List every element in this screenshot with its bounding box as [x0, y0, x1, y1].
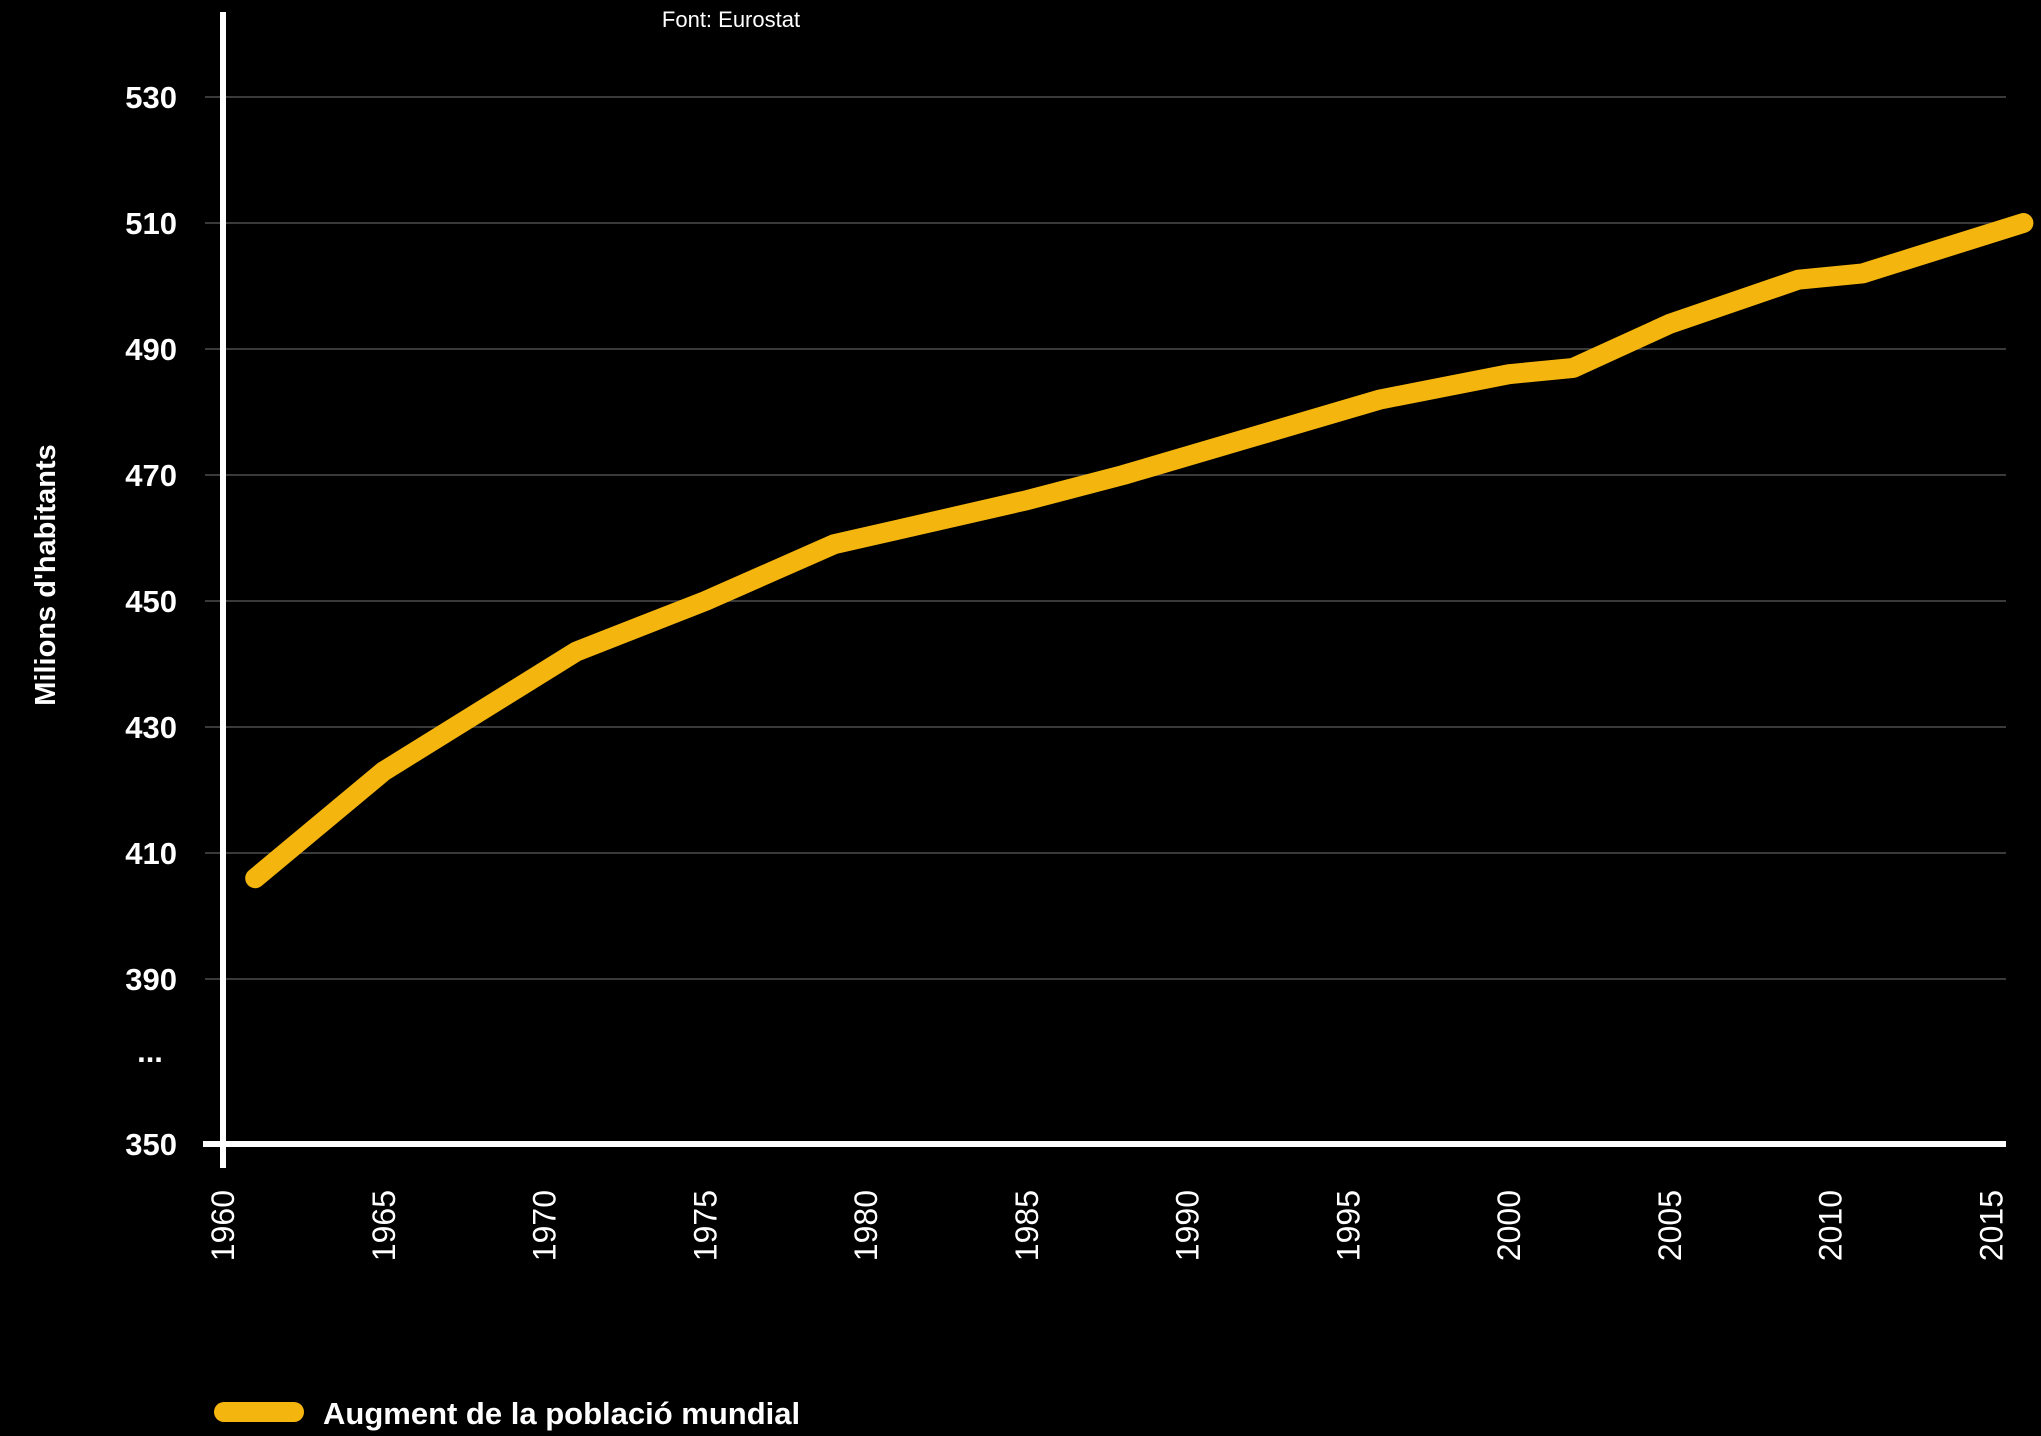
- y-tick-label: 430: [125, 710, 177, 745]
- data-point: [1505, 370, 1513, 379]
- y-axis-label: Milions d'habitants: [30, 444, 62, 705]
- y-tick-label: 350: [125, 1127, 177, 1162]
- y-tick-label: 530: [125, 80, 177, 115]
- x-tick-labels: 1960 1965 1970 1975 1980 1985 1990 1995 2000 2005…: [205, 1190, 2009, 1261]
- x-tick-label: 1985: [1009, 1190, 1045, 1261]
- x-tick-label: 1960: [205, 1190, 241, 1261]
- data-point: [1794, 275, 1803, 284]
- y-tick-label: 510: [125, 206, 177, 241]
- source-note: Font: Eurostat: [662, 7, 800, 32]
- y-tick-label: 490: [125, 332, 177, 367]
- series-layer: [245, 213, 2034, 889]
- gridlines: [205, 96, 2006, 980]
- data-point: [1665, 319, 1674, 328]
- data-point: [1247, 433, 1256, 442]
- data-point: [1569, 363, 1578, 372]
- data-point: [829, 540, 838, 549]
- x-tick-label: 1995: [1330, 1190, 1366, 1261]
- x-tick-label: 1990: [1170, 1190, 1206, 1261]
- axes: [203, 12, 2006, 1168]
- y-tick-label: 470: [125, 458, 177, 493]
- data-point: [379, 767, 388, 776]
- x-tick-label: 2005: [1652, 1190, 1688, 1261]
- y-tick-label: 410: [125, 836, 177, 871]
- y-tick-label: 390: [125, 962, 177, 997]
- axis-break-symbol: ...: [137, 1034, 163, 1069]
- y-tick-labels: 350 390 410 430 450 470 490 510 530...: [125, 80, 177, 1162]
- data-point: [1022, 496, 1031, 505]
- y-tick-label: 450: [125, 584, 177, 619]
- x-tick-label: 2000: [1491, 1190, 1527, 1261]
- x-tick-label: 2015: [1973, 1190, 2009, 1261]
- x-tick-label: 1975: [687, 1190, 723, 1261]
- data-point: [2019, 219, 2028, 227]
- x-tick-label: 2010: [1813, 1190, 1849, 1261]
- x-tick-label: 1965: [366, 1190, 402, 1261]
- data-point: [572, 647, 581, 656]
- data-point: [701, 597, 710, 605]
- data-point: [251, 874, 260, 883]
- x-tick-label: 1970: [527, 1190, 563, 1261]
- data-point: [1858, 269, 1867, 278]
- x-tick-label: 1980: [848, 1190, 884, 1261]
- data-point: [1119, 471, 1128, 479]
- data-point: [1376, 395, 1385, 404]
- legend: Augment de la població mundial: [214, 1396, 800, 1431]
- legend-label: Augment de la població mundial: [323, 1396, 800, 1431]
